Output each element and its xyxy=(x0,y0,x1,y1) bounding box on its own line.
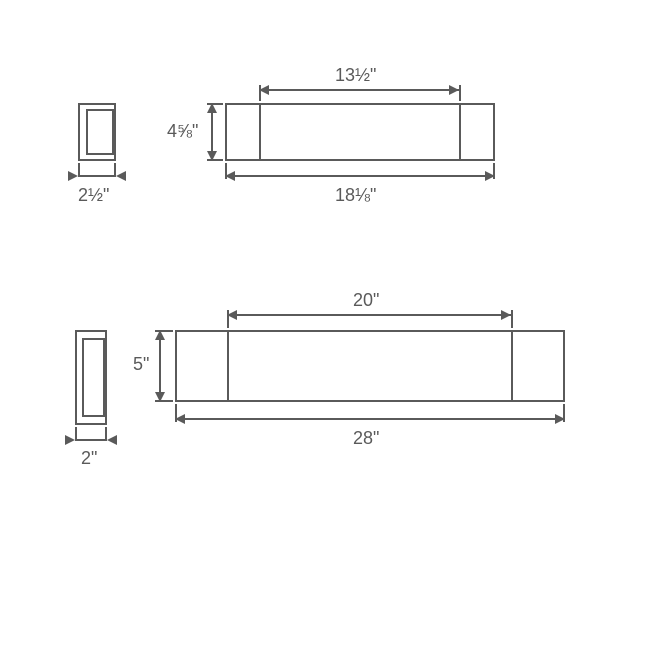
front-outline xyxy=(225,103,495,161)
top-front-view: 13½" 18⅛" 4⅝" xyxy=(225,103,495,161)
dim-top-front-outer: 18⅛" xyxy=(335,185,376,206)
dim-top-front-inner: 13½" xyxy=(335,65,376,86)
dim-top-side-width: 2½" xyxy=(78,185,109,206)
cap-left-line xyxy=(259,103,261,161)
bottom-side-view: 2" xyxy=(75,330,107,425)
cap-left-line xyxy=(227,330,229,402)
dim-bottom-side-width: 2" xyxy=(81,448,97,469)
cap-right-line xyxy=(459,103,461,161)
dim-bottom-front-height: 5" xyxy=(133,354,149,375)
side-inner xyxy=(82,338,105,417)
cap-right-line xyxy=(511,330,513,402)
dim-bottom-front-outer: 28" xyxy=(353,428,379,449)
dim-top-front-height: 4⅝" xyxy=(167,121,198,142)
front-outline xyxy=(175,330,565,402)
top-side-view: 2½" xyxy=(78,103,116,161)
dim-bottom-front-inner: 20" xyxy=(353,290,379,311)
side-inner xyxy=(86,109,114,155)
bottom-front-view: 20" 28" 5" xyxy=(175,330,565,402)
